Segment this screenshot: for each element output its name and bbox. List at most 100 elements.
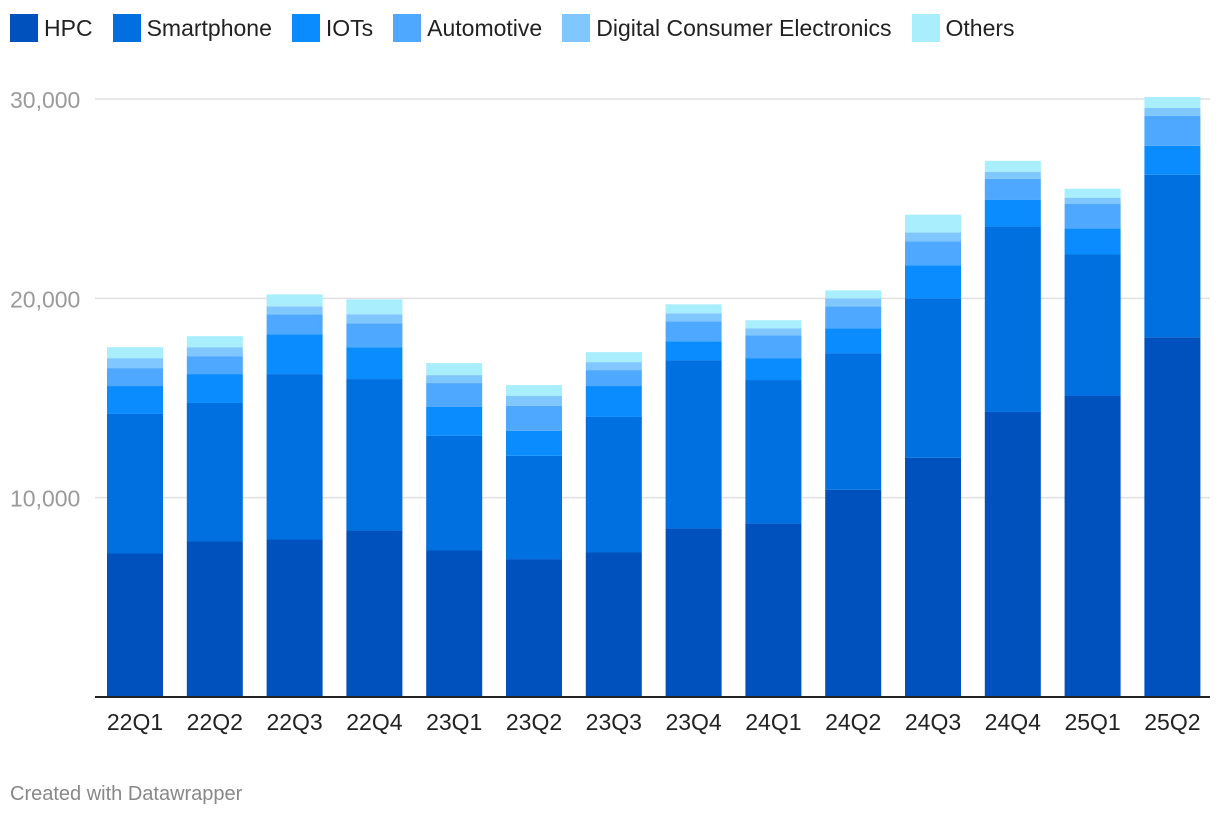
- bar-segment-iots-24q1: [745, 358, 802, 381]
- bar-segment-others-23q4: [665, 304, 722, 314]
- legend-swatch: [112, 14, 141, 42]
- bar-segment-iots-22q1: [107, 386, 163, 414]
- bar-segment-smartphone-25q2: [1144, 174, 1201, 338]
- bar-segment-iots-23q4: [665, 341, 722, 361]
- bar-segment-smartphone-22q1: [107, 413, 163, 554]
- bar-segment-others-22q2: [186, 336, 243, 348]
- y-tick-label: 30,000: [10, 87, 80, 113]
- y-tick-label: 20,000: [10, 286, 80, 312]
- bar-segment-others-22q4: [346, 299, 403, 315]
- bar-segment-hpc-24q4: [984, 411, 1041, 697]
- legend-item-others: Others: [911, 14, 1015, 42]
- bar-segment-iots-23q2: [506, 430, 562, 456]
- bar-segment-automotive-23q2: [506, 405, 562, 431]
- bar-segment-iots-25q2: [1144, 145, 1201, 175]
- legend-label: Smartphone: [146, 14, 272, 41]
- bar-segment-iots-24q4: [984, 199, 1041, 227]
- legend-label: Others: [945, 14, 1015, 41]
- bar-segment-digital-consumer-electronics-22q2: [186, 347, 243, 357]
- bar-segment-digital-consumer-electronics-24q2: [825, 298, 882, 307]
- legend-item-hpc: HPC: [10, 14, 93, 42]
- bar-segment-digital-consumer-electronics-23q4: [665, 313, 722, 322]
- bar-segment-smartphone-23q1: [426, 435, 483, 551]
- legend-swatch: [911, 14, 940, 42]
- bar-segment-digital-consumer-electronics-23q1: [426, 375, 483, 384]
- x-tick-label: 25Q2: [1144, 709, 1200, 735]
- bar-segment-digital-consumer-electronics-22q3: [266, 306, 323, 315]
- bar-segment-automotive-22q2: [186, 356, 243, 375]
- bar-segment-digital-consumer-electronics-25q2: [1144, 107, 1201, 116]
- x-tick-label: 22Q4: [346, 709, 402, 735]
- bar-segment-smartphone-22q4: [346, 379, 403, 531]
- bar-segment-iots-22q2: [186, 374, 243, 403]
- bar-segment-hpc-24q1: [745, 523, 802, 697]
- footer-credit: Created with Datawrapper: [10, 783, 243, 805]
- bar-segment-automotive-25q2: [1144, 115, 1201, 146]
- bar-segment-hpc-25q2: [1144, 337, 1201, 697]
- bar-segment-automotive-25q1: [1064, 203, 1121, 229]
- bar-segment-digital-consumer-electronics-23q3: [585, 362, 642, 371]
- bar-segment-digital-consumer-electronics-24q1: [745, 328, 802, 336]
- bar-segment-automotive-24q4: [984, 178, 1041, 200]
- bar-segment-hpc-23q1: [426, 550, 483, 697]
- bar-segment-hpc-23q4: [665, 528, 722, 697]
- bar-segment-smartphone-23q2: [506, 455, 562, 560]
- bar-segment-others-25q1: [1064, 188, 1121, 198]
- legend: HPC Smartphone IOTs Automotive Digital Consu…: [10, 13, 1035, 43]
- bar-segment-others-22q3: [266, 294, 323, 307]
- bar-segment-others-23q2: [506, 385, 562, 397]
- x-tick-label: 25Q1: [1064, 709, 1120, 735]
- bar-segment-iots-23q3: [585, 386, 642, 417]
- bar-segment-smartphone-23q4: [665, 360, 722, 529]
- x-tick-label: 22Q1: [107, 709, 163, 735]
- bar-segment-smartphone-24q4: [984, 226, 1041, 412]
- x-tick-label: 23Q3: [586, 709, 642, 735]
- bar-segment-automotive-22q4: [346, 323, 403, 348]
- x-tick-label: 22Q3: [266, 709, 322, 735]
- bar-segment-others-24q4: [984, 160, 1041, 172]
- bar-segment-others-25q2: [1144, 97, 1201, 108]
- bar-segment-others-24q3: [905, 214, 961, 233]
- bar-segment-others-23q1: [426, 363, 483, 376]
- x-tick-label: 23Q1: [426, 709, 482, 735]
- bar-segment-iots-23q1: [426, 406, 483, 436]
- legend-label: Automotive: [427, 14, 543, 41]
- x-tick-label: 23Q2: [506, 709, 562, 735]
- legend-item-iots: IOTs: [291, 14, 373, 42]
- bar-segment-automotive-24q2: [825, 306, 882, 329]
- bar-segment-automotive-24q3: [905, 241, 961, 266]
- bar-segment-hpc-22q3: [266, 539, 323, 697]
- bar-segment-digital-consumer-electronics-24q3: [905, 232, 961, 242]
- bar-segment-smartphone-24q2: [825, 353, 882, 490]
- bar-segment-smartphone-24q3: [905, 298, 961, 458]
- bar-segment-hpc-24q2: [825, 489, 882, 697]
- legend-label: HPC: [44, 14, 93, 41]
- bar-segment-smartphone-25q1: [1064, 254, 1121, 397]
- legend-item-digital-consumer-electronics: Digital Consumer Electronics: [562, 14, 892, 42]
- bar-segment-digital-consumer-electronics-24q4: [984, 171, 1041, 179]
- bar-segment-hpc-25q1: [1064, 396, 1121, 697]
- bar-segment-digital-consumer-electronics-22q1: [107, 358, 163, 369]
- bar-segment-automotive-23q1: [426, 383, 483, 407]
- bar-segment-automotive-24q1: [745, 335, 802, 359]
- bar-segment-iots-22q3: [266, 334, 323, 375]
- bar-segment-others-22q1: [107, 347, 163, 359]
- x-tick-label: 22Q2: [187, 709, 243, 735]
- bar-segment-hpc-22q4: [346, 530, 403, 697]
- bar-segment-hpc-24q3: [905, 457, 961, 697]
- bar-segment-smartphone-22q3: [266, 374, 323, 540]
- bar-segment-automotive-22q3: [266, 314, 323, 335]
- legend-swatch: [291, 14, 320, 42]
- legend-swatch: [562, 14, 591, 42]
- bar-segment-hpc-22q1: [107, 553, 163, 697]
- legend-swatch: [393, 14, 422, 42]
- bar-segment-automotive-23q3: [585, 370, 642, 387]
- bar-segment-hpc-23q3: [585, 552, 642, 697]
- bar-segment-iots-24q2: [825, 328, 882, 354]
- x-tick-label: 24Q3: [905, 709, 961, 735]
- bar-segment-automotive-23q4: [665, 321, 722, 342]
- x-tick-label: 23Q4: [665, 709, 721, 735]
- x-tick-label: 24Q1: [745, 709, 801, 735]
- x-tick-label: 24Q4: [985, 709, 1041, 735]
